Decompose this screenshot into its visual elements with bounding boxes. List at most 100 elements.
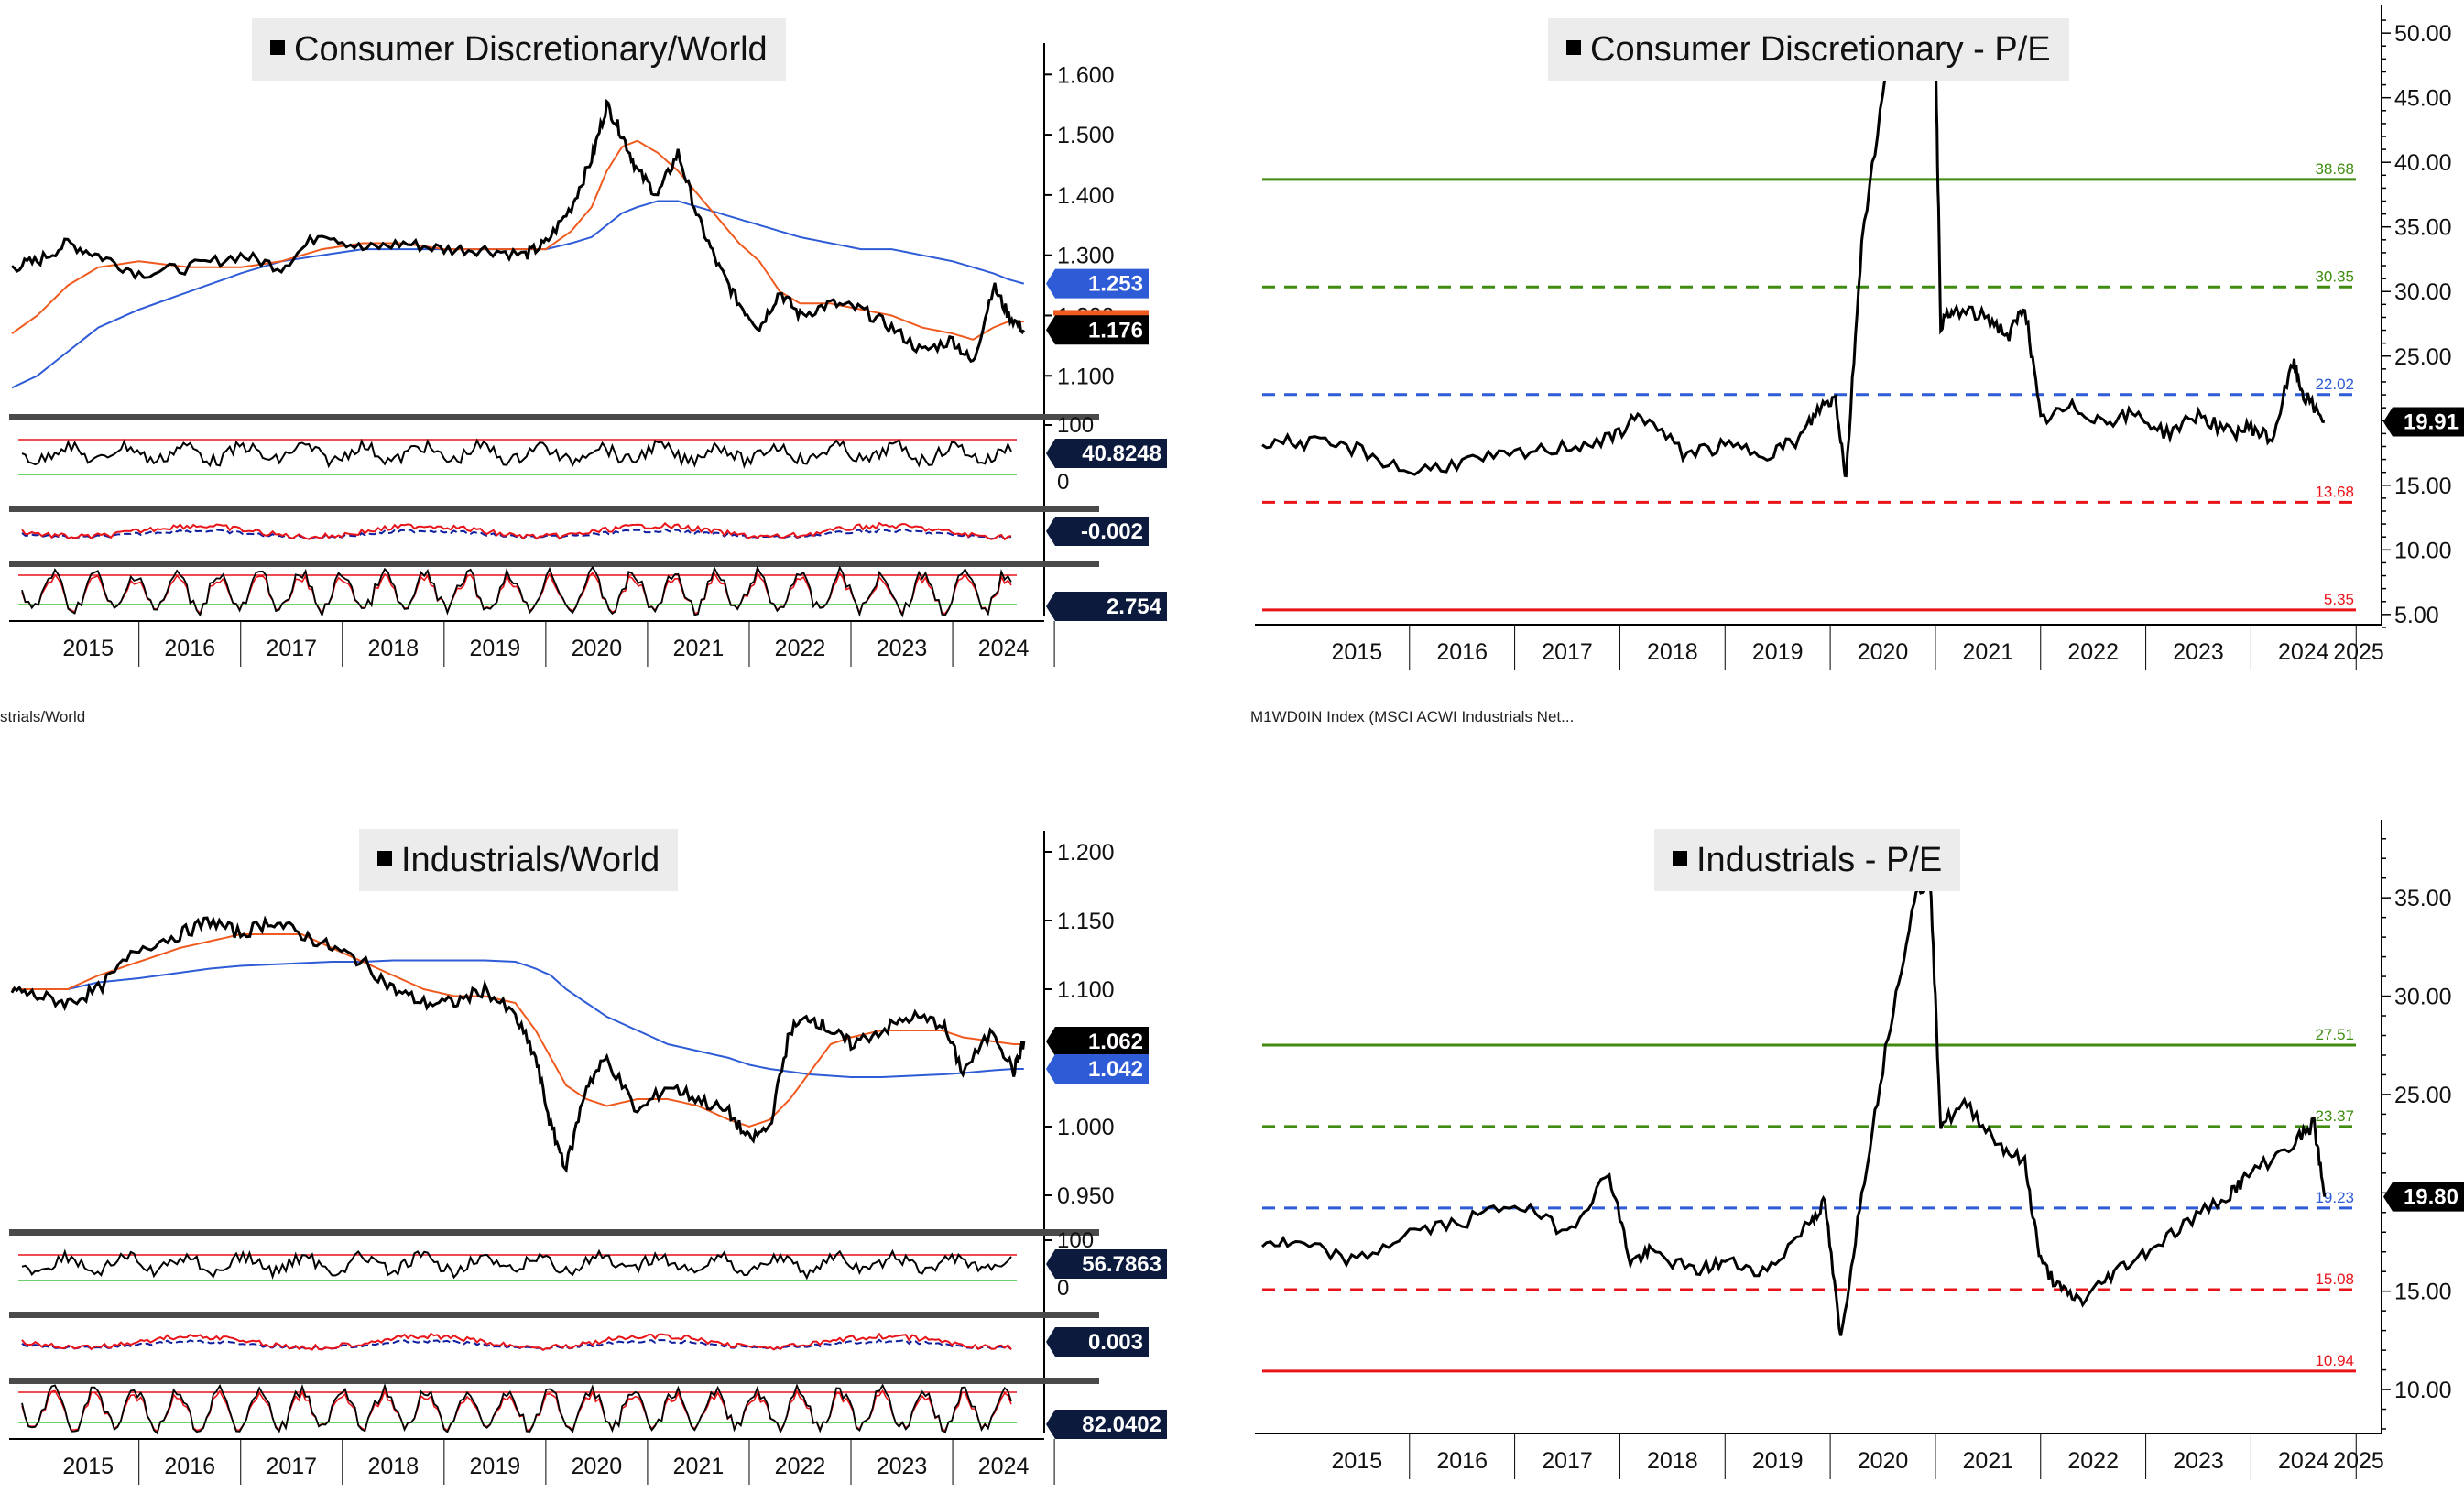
x-tick-label: 2022: [775, 636, 826, 661]
x-tick-label: 2020: [572, 1454, 623, 1479]
y-tick-label: 1.500: [1057, 123, 1115, 148]
macd-badge: -0.002: [1081, 519, 1143, 544]
band-label-minus1sd: 13.68: [2315, 483, 2354, 500]
stoch-line: [21, 1383, 1012, 1435]
x-tick-label: 2024: [978, 636, 1030, 661]
pe-line: [1260, 875, 2327, 1336]
x-tick-label: 2022: [2067, 1448, 2119, 1474]
ma-badge-bg: [1046, 1054, 1149, 1084]
indicator-divider: [9, 414, 1099, 420]
x-tick-label: 2021: [1963, 1448, 2014, 1474]
x-tick-label: 2023: [2173, 1448, 2224, 1474]
y-tick-label: 10.00: [2394, 538, 2452, 563]
y-tick-label: 15.00: [2394, 1280, 2452, 1305]
title-square-icon: [270, 39, 285, 55]
y-tick-label: 1.100: [1057, 977, 1115, 1003]
x-tick-label: 2023: [877, 1454, 928, 1479]
band-label-plus2sd: 38.68: [2315, 160, 2354, 178]
y-tick-label: 10.00: [2394, 1378, 2452, 1403]
x-tick-label: 2017: [266, 1454, 317, 1479]
price-line: [10, 98, 1026, 364]
x-tick-label: 2025: [2333, 639, 2384, 665]
fast-ma-marker: [1053, 310, 1149, 316]
rsi-badge: 56.7863: [1082, 1252, 1161, 1277]
y-tick-label: 50.00: [2394, 21, 2452, 47]
x-tick-label: 2020: [572, 636, 623, 661]
x-tick-label: 2024: [978, 1454, 1030, 1479]
y-tick-label: 30.00: [2394, 279, 2452, 305]
y-tick-label: 45.00: [2394, 86, 2452, 112]
y-tick-label: 1.150: [1057, 909, 1115, 934]
stoch-badge-bg: [1046, 592, 1167, 621]
title-square-icon: [377, 850, 392, 866]
x-tick-label: 2021: [673, 636, 725, 661]
x-tick-label: 2019: [470, 1454, 521, 1479]
last-value-badge: 19.91: [2404, 410, 2459, 435]
indicator-divider: [9, 1378, 1099, 1384]
x-tick-label: 2018: [368, 1454, 420, 1479]
rsi-line: [21, 1248, 1012, 1280]
stoch-signal-line: [21, 1389, 1012, 1433]
x-tick-label: 2017: [1542, 639, 1593, 665]
x-tick-label: 2016: [1436, 639, 1488, 665]
band-label-minus2sd: 5.35: [2324, 591, 2354, 608]
y-tick-label: 1.000: [1057, 1115, 1115, 1140]
last-value-badge-bg: [2383, 407, 2464, 437]
y-tick-label: 25.00: [2394, 1083, 2452, 1108]
x-tick-label: 2024: [2278, 639, 2329, 665]
x-tick-label: 2021: [1963, 639, 2014, 665]
title-square-icon: [1566, 39, 1581, 55]
price-badge: 1.176: [1088, 318, 1143, 343]
x-tick-label: 2023: [877, 636, 928, 661]
ma-badge: 1.253: [1088, 272, 1143, 297]
ma-badge: 1.042: [1088, 1057, 1143, 1082]
indicator-divider: [9, 1312, 1099, 1318]
x-tick-label: 2017: [266, 636, 317, 661]
slow-ma-line: [11, 959, 1024, 1078]
x-tick-label: 2020: [1858, 1448, 1909, 1474]
x-tick-label: 2020: [1858, 639, 1909, 665]
y-tick-label: 1.600: [1057, 62, 1115, 88]
y-tick-label: 5.00: [2394, 603, 2439, 628]
macd-badge: 0.003: [1088, 1330, 1143, 1355]
indicator-divider: [9, 1229, 1099, 1236]
ind-pe-title: Industrials - P/E: [1654, 829, 1961, 891]
y-tick-label: 1.100: [1057, 364, 1115, 389]
title-square-icon: [1673, 850, 1687, 866]
rsi-bottom-label: 0: [1057, 470, 1069, 495]
x-tick-label: 2016: [164, 1454, 215, 1479]
x-tick-label: 2025: [2333, 1448, 2384, 1474]
x-tick-label: 2019: [1752, 1448, 1804, 1474]
last-value-badge: 19.80: [2404, 1185, 2459, 1210]
ma-badge-bg: [1046, 268, 1149, 299]
band-label-minus2sd: 10.94: [2315, 1352, 2354, 1369]
y-tick-label: 30.00: [2394, 985, 2452, 1010]
macd-badge-bg: [1046, 517, 1149, 546]
indicator-divider: [9, 561, 1099, 567]
x-tick-label: 2016: [164, 636, 215, 661]
slow-ma-line: [11, 200, 1025, 389]
price-badge-bg: [1046, 315, 1149, 345]
rsi-badge-bg: [1046, 1249, 1167, 1279]
x-tick-label: 2019: [470, 636, 521, 661]
rsi-top-label: 100: [1057, 413, 1094, 438]
x-tick-label: 2022: [775, 1454, 826, 1479]
x-tick-label: 2015: [1332, 639, 1383, 665]
stoch-badge: 82.0402: [1082, 1412, 1161, 1437]
indicator-divider: [9, 506, 1099, 512]
x-tick-label: 2016: [1436, 1448, 1488, 1474]
x-tick-label: 2021: [673, 1454, 725, 1479]
left-footnote: strials/World: [0, 708, 86, 725]
x-tick-label: 2023: [2173, 639, 2224, 665]
rsi-badge-bg: [1046, 439, 1167, 468]
y-tick-label: 25.00: [2394, 344, 2452, 370]
y-tick-label: 1.200: [1057, 840, 1115, 866]
macd-line: [21, 1332, 1012, 1351]
band-label-mean: 19.23: [2315, 1189, 2354, 1206]
stoch-line: [21, 565, 1012, 618]
x-tick-label: 2017: [1542, 1448, 1593, 1474]
x-tick-label: 2015: [62, 1454, 114, 1479]
price-badge: 1.062: [1088, 1030, 1143, 1054]
y-tick-label: 0.950: [1057, 1183, 1115, 1209]
macd-line: [21, 521, 1012, 541]
